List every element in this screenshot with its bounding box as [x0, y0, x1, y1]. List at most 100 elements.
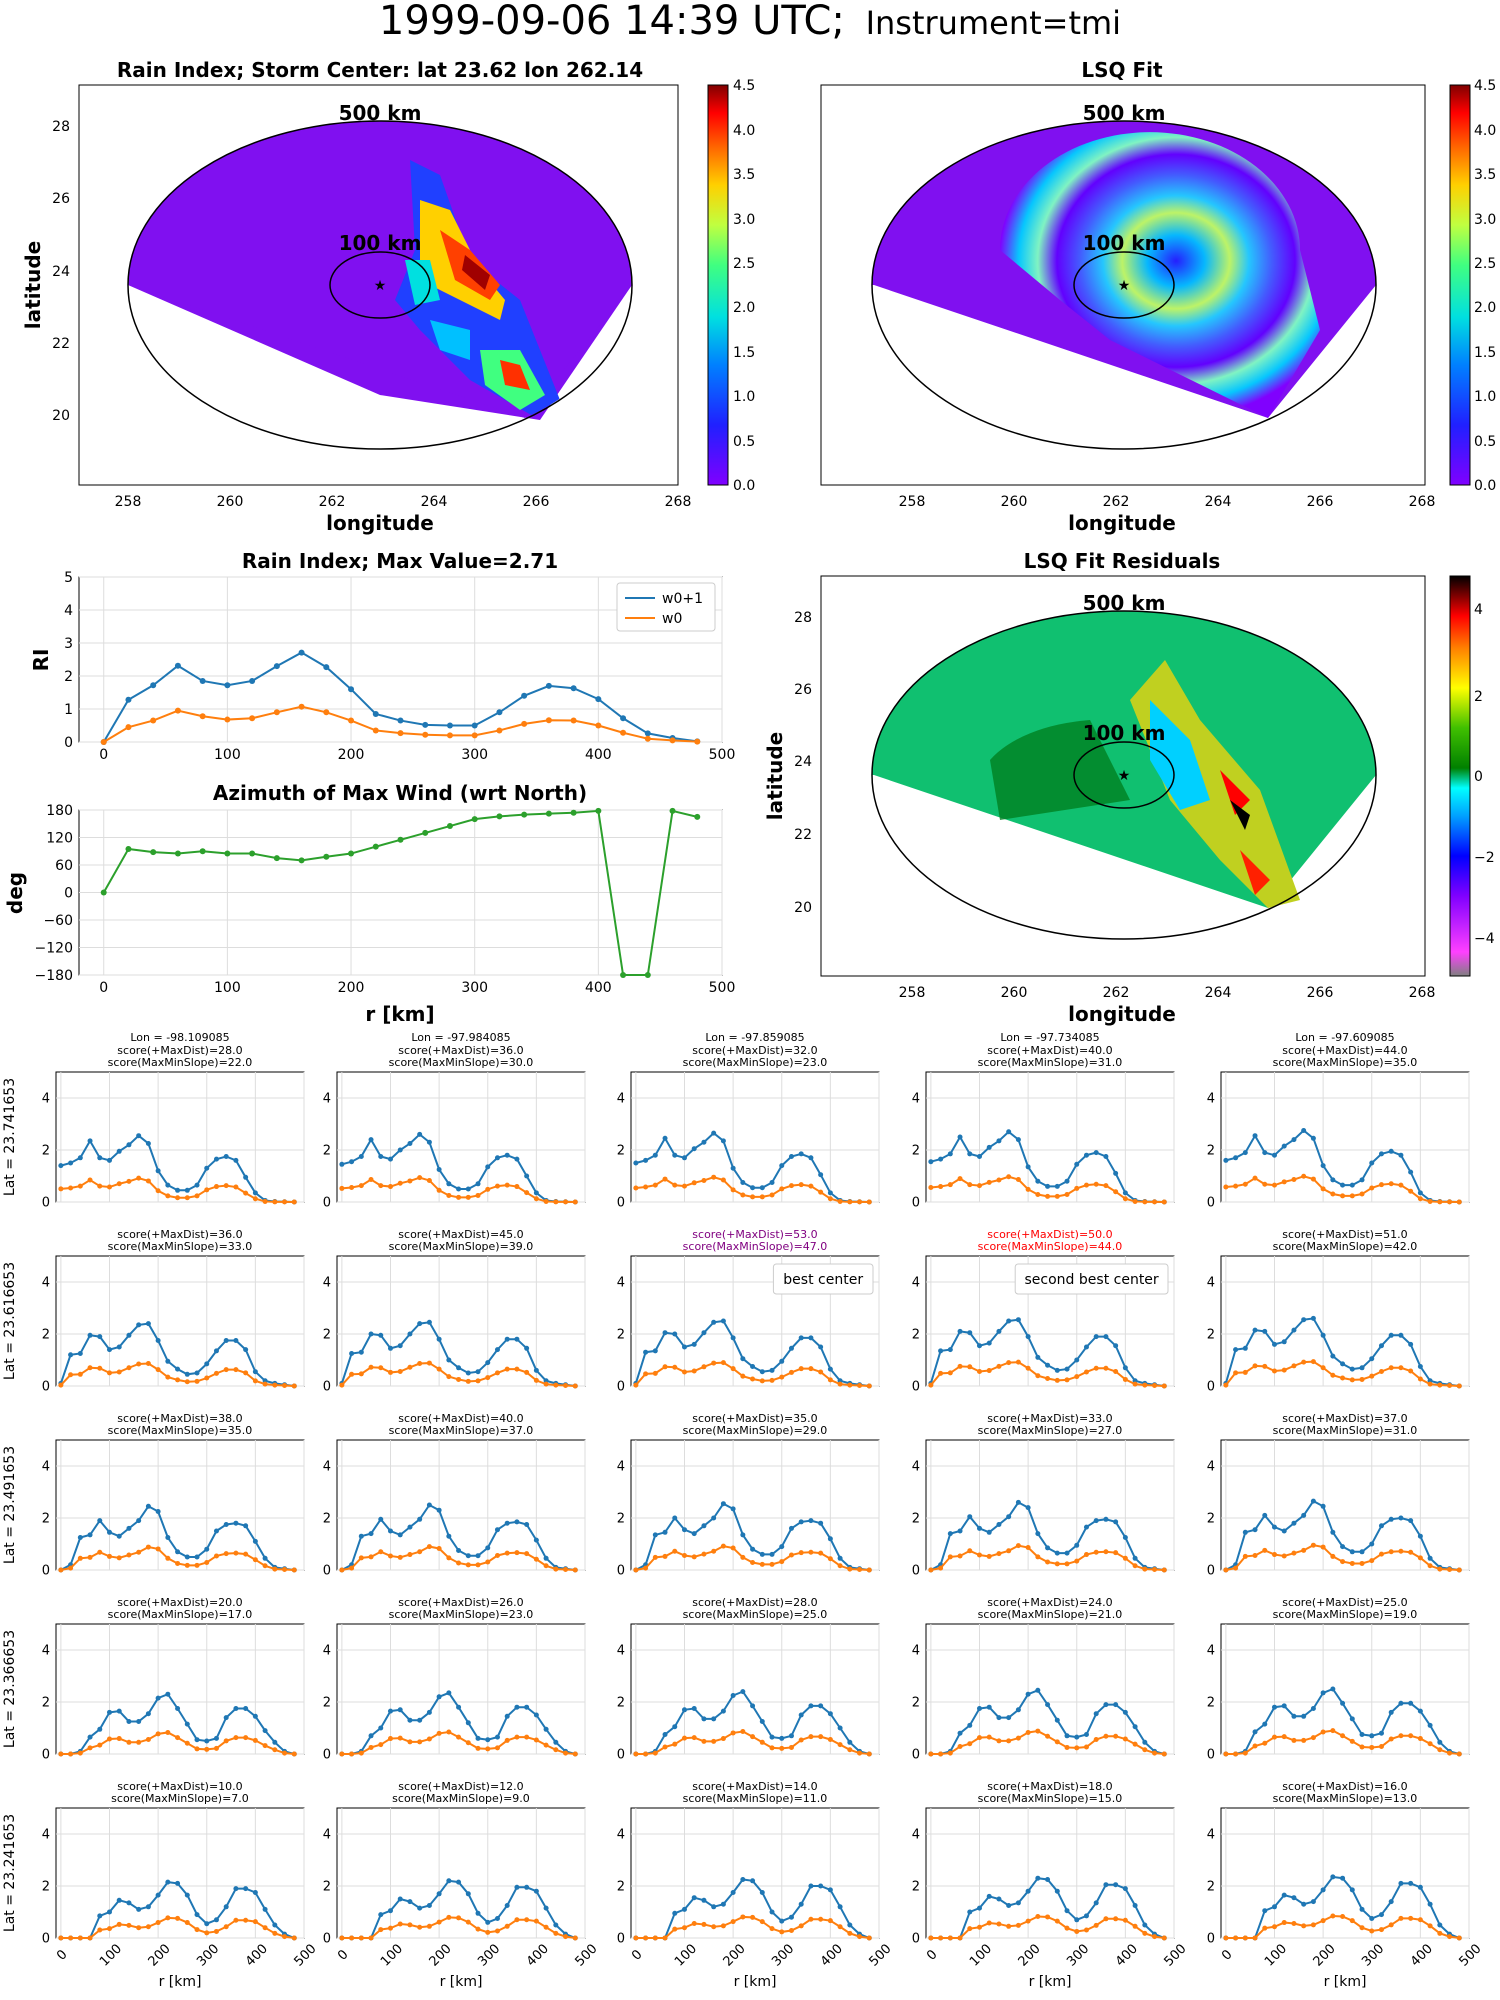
data-point [282, 1750, 288, 1756]
data-point [1369, 1733, 1375, 1739]
data-point [1054, 1739, 1060, 1745]
grid-cell: 024score(+MaxDist)=50.0score(MaxMinSlope… [912, 1228, 1175, 1395]
y-tick-label: 4 [1207, 1828, 1215, 1843]
data-point [1456, 1199, 1462, 1205]
svg-text:28: 28 [794, 610, 812, 626]
data-point [524, 1884, 530, 1890]
data-point [788, 1154, 794, 1159]
data-point [1330, 1728, 1336, 1734]
data-point [145, 1924, 151, 1930]
data-point [1074, 1917, 1080, 1923]
data-point [358, 1371, 364, 1377]
data-point [652, 1750, 658, 1756]
y-tick-label: 2 [1207, 1880, 1215, 1895]
data-point [1417, 1364, 1423, 1369]
plot-frame [336, 1255, 586, 1387]
data-point [372, 710, 379, 717]
data-point [1320, 1186, 1326, 1192]
data-point [272, 1382, 278, 1388]
residuals-map-panel: LSQ Fit Residuals ★ 500 km 100 km 258 26… [763, 549, 1495, 1026]
data-point [808, 1335, 814, 1341]
data-point [358, 1154, 364, 1159]
data-point [194, 1554, 200, 1560]
y-tick-label: 4 [617, 1092, 625, 1107]
data-point [740, 1373, 746, 1379]
data-point [1083, 1344, 1089, 1350]
data-point [769, 1745, 775, 1751]
data-point [1320, 1544, 1326, 1550]
data-point [426, 1502, 432, 1508]
y-tick-label: 0 [323, 1748, 331, 1763]
resid-ring-outer-label: 500 km [1083, 591, 1166, 615]
data-point [1064, 1925, 1070, 1931]
x-tick-label: 500 [866, 1941, 894, 1969]
data-point [1122, 1196, 1128, 1202]
y-tick-label: 2 [617, 1328, 625, 1343]
data-point [1417, 1917, 1423, 1923]
data-point [407, 1717, 413, 1723]
data-point [126, 1178, 132, 1184]
y-tick-label: 2 [323, 1696, 331, 1711]
data-point [174, 850, 181, 857]
data-point [100, 739, 107, 745]
data-point [1161, 1567, 1167, 1573]
data-point [1359, 1177, 1365, 1183]
data-point [1054, 1561, 1060, 1567]
data-point [1006, 1174, 1012, 1180]
grid-cell: 024score(+MaxDist)=36.0score(MaxMinSlope… [2, 1228, 305, 1395]
data-point [928, 1935, 934, 1941]
data-point [1388, 1736, 1394, 1742]
data-point [1223, 1157, 1229, 1163]
data-point [1359, 1732, 1365, 1737]
data-point [1349, 1377, 1355, 1383]
data-point [1301, 1359, 1307, 1365]
data-point [184, 1187, 190, 1193]
data-point [1103, 1154, 1109, 1159]
data-point [1427, 1563, 1433, 1569]
data-point [204, 1546, 210, 1552]
data-point [224, 850, 231, 857]
data-point [514, 1550, 520, 1556]
data-point [1281, 1528, 1287, 1534]
data-point [1025, 1545, 1031, 1551]
data-point [996, 1328, 1002, 1334]
data-point [1161, 1383, 1167, 1389]
plot-frame [336, 1071, 586, 1203]
data-point [126, 1525, 132, 1531]
data-point [1015, 1543, 1021, 1549]
data-point [1291, 1177, 1297, 1183]
data-point [1369, 1928, 1375, 1934]
data-point [475, 1735, 481, 1741]
data-point [145, 1321, 151, 1327]
data-point [213, 1917, 219, 1923]
data-point [620, 972, 627, 978]
data-point [1093, 1150, 1099, 1156]
data-point [1291, 1520, 1297, 1526]
data-point [996, 1921, 1002, 1927]
data-point [779, 1918, 785, 1924]
data-point [808, 1916, 814, 1922]
lsq-map-cbar-ticks: 0.0 0.5 1.0 1.5 2.0 2.5 3.0 3.5 4.0 4.5 [1474, 78, 1496, 494]
data-point [740, 1877, 746, 1882]
cell-score-maxdist: score(+MaxDist)=10.0 [117, 1780, 242, 1793]
data-point [262, 1925, 268, 1931]
data-point [184, 1379, 190, 1385]
data-point [837, 1725, 843, 1731]
data-point [1369, 1185, 1375, 1191]
data-point [145, 1904, 151, 1910]
data-point [223, 1551, 229, 1557]
svg-text:266: 266 [523, 494, 550, 510]
data-point [87, 1138, 93, 1144]
data-point [1262, 1547, 1268, 1553]
data-point [533, 1556, 539, 1562]
data-point [1340, 1193, 1346, 1199]
data-point [691, 1531, 697, 1537]
data-point [213, 1156, 219, 1162]
svg-text:262: 262 [319, 494, 346, 510]
data-point [136, 1322, 142, 1328]
data-point [175, 1880, 181, 1886]
data-point [1330, 1553, 1336, 1559]
cell-score-maxminslope: score(MaxMinSlope)=9.0 [392, 1792, 530, 1805]
cell-xlabel: r [km] [159, 1974, 202, 1990]
data-point [273, 663, 280, 670]
